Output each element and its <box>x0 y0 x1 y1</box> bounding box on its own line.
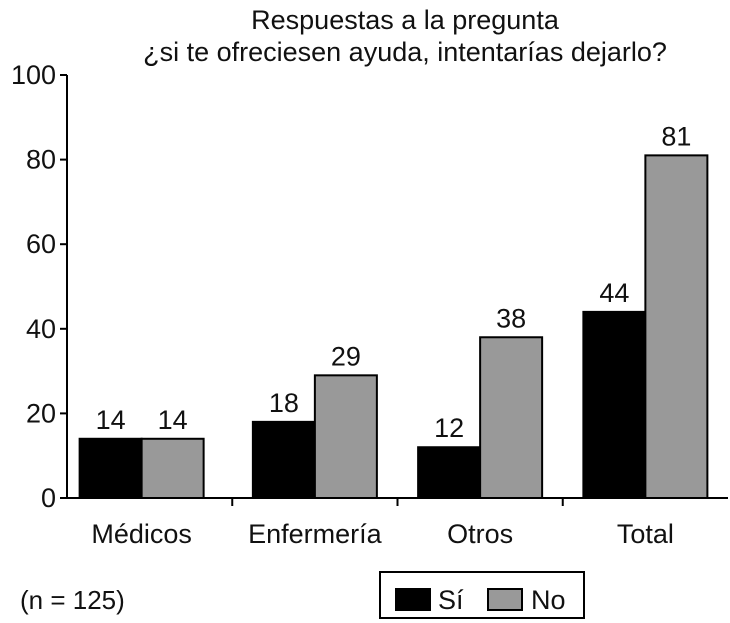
chart-axes: 0 20 40 60 80 100 Médicos Enfermería Otros Total <box>11 60 728 549</box>
bar-si <box>251 420 316 499</box>
legend-swatch <box>487 588 523 611</box>
y-tick-label: 20 <box>26 398 56 428</box>
data-label: 14 <box>158 405 188 435</box>
data-label: 14 <box>96 405 126 435</box>
y-tick-label: 60 <box>26 229 56 259</box>
sample-size-note: (n = 125) <box>20 585 125 615</box>
y-tick-label: 80 <box>26 145 56 175</box>
data-label: 29 <box>331 341 361 371</box>
bar-no <box>644 154 709 499</box>
x-category-label: Enfermería <box>248 519 383 549</box>
bar-no <box>140 437 205 499</box>
legend-label: No <box>531 585 566 615</box>
chart-bars <box>78 154 709 500</box>
y-tick-label: 40 <box>26 314 56 344</box>
legend-label: Sí <box>438 585 464 615</box>
legend-swatch <box>395 588 431 611</box>
bar-si <box>78 437 143 499</box>
data-label: 18 <box>269 388 299 418</box>
chart-legend: Sí No <box>379 571 585 619</box>
chart-title-group: Respuestas a la pregunta ¿si te ofrecies… <box>143 5 667 67</box>
chart-title: Respuestas a la pregunta <box>251 5 560 35</box>
data-label: 12 <box>434 413 464 443</box>
data-label: 81 <box>661 121 691 151</box>
bar-no <box>479 336 544 500</box>
x-category-label: Médicos <box>91 519 192 549</box>
x-category-label: Otros <box>447 519 513 549</box>
y-tick-label: 0 <box>41 483 56 513</box>
bar-no <box>313 374 378 499</box>
chart-labels: 14 14 18 29 12 38 44 81 <box>96 121 692 443</box>
y-tick-label: 100 <box>11 60 56 90</box>
x-category-label: Total <box>617 519 674 549</box>
chart-subtitle: ¿si te ofreciesen ayuda, intentarías dej… <box>143 37 667 67</box>
bar-si <box>417 446 482 499</box>
bar-si <box>582 310 647 499</box>
data-label: 44 <box>599 278 629 308</box>
data-label: 38 <box>496 303 526 333</box>
